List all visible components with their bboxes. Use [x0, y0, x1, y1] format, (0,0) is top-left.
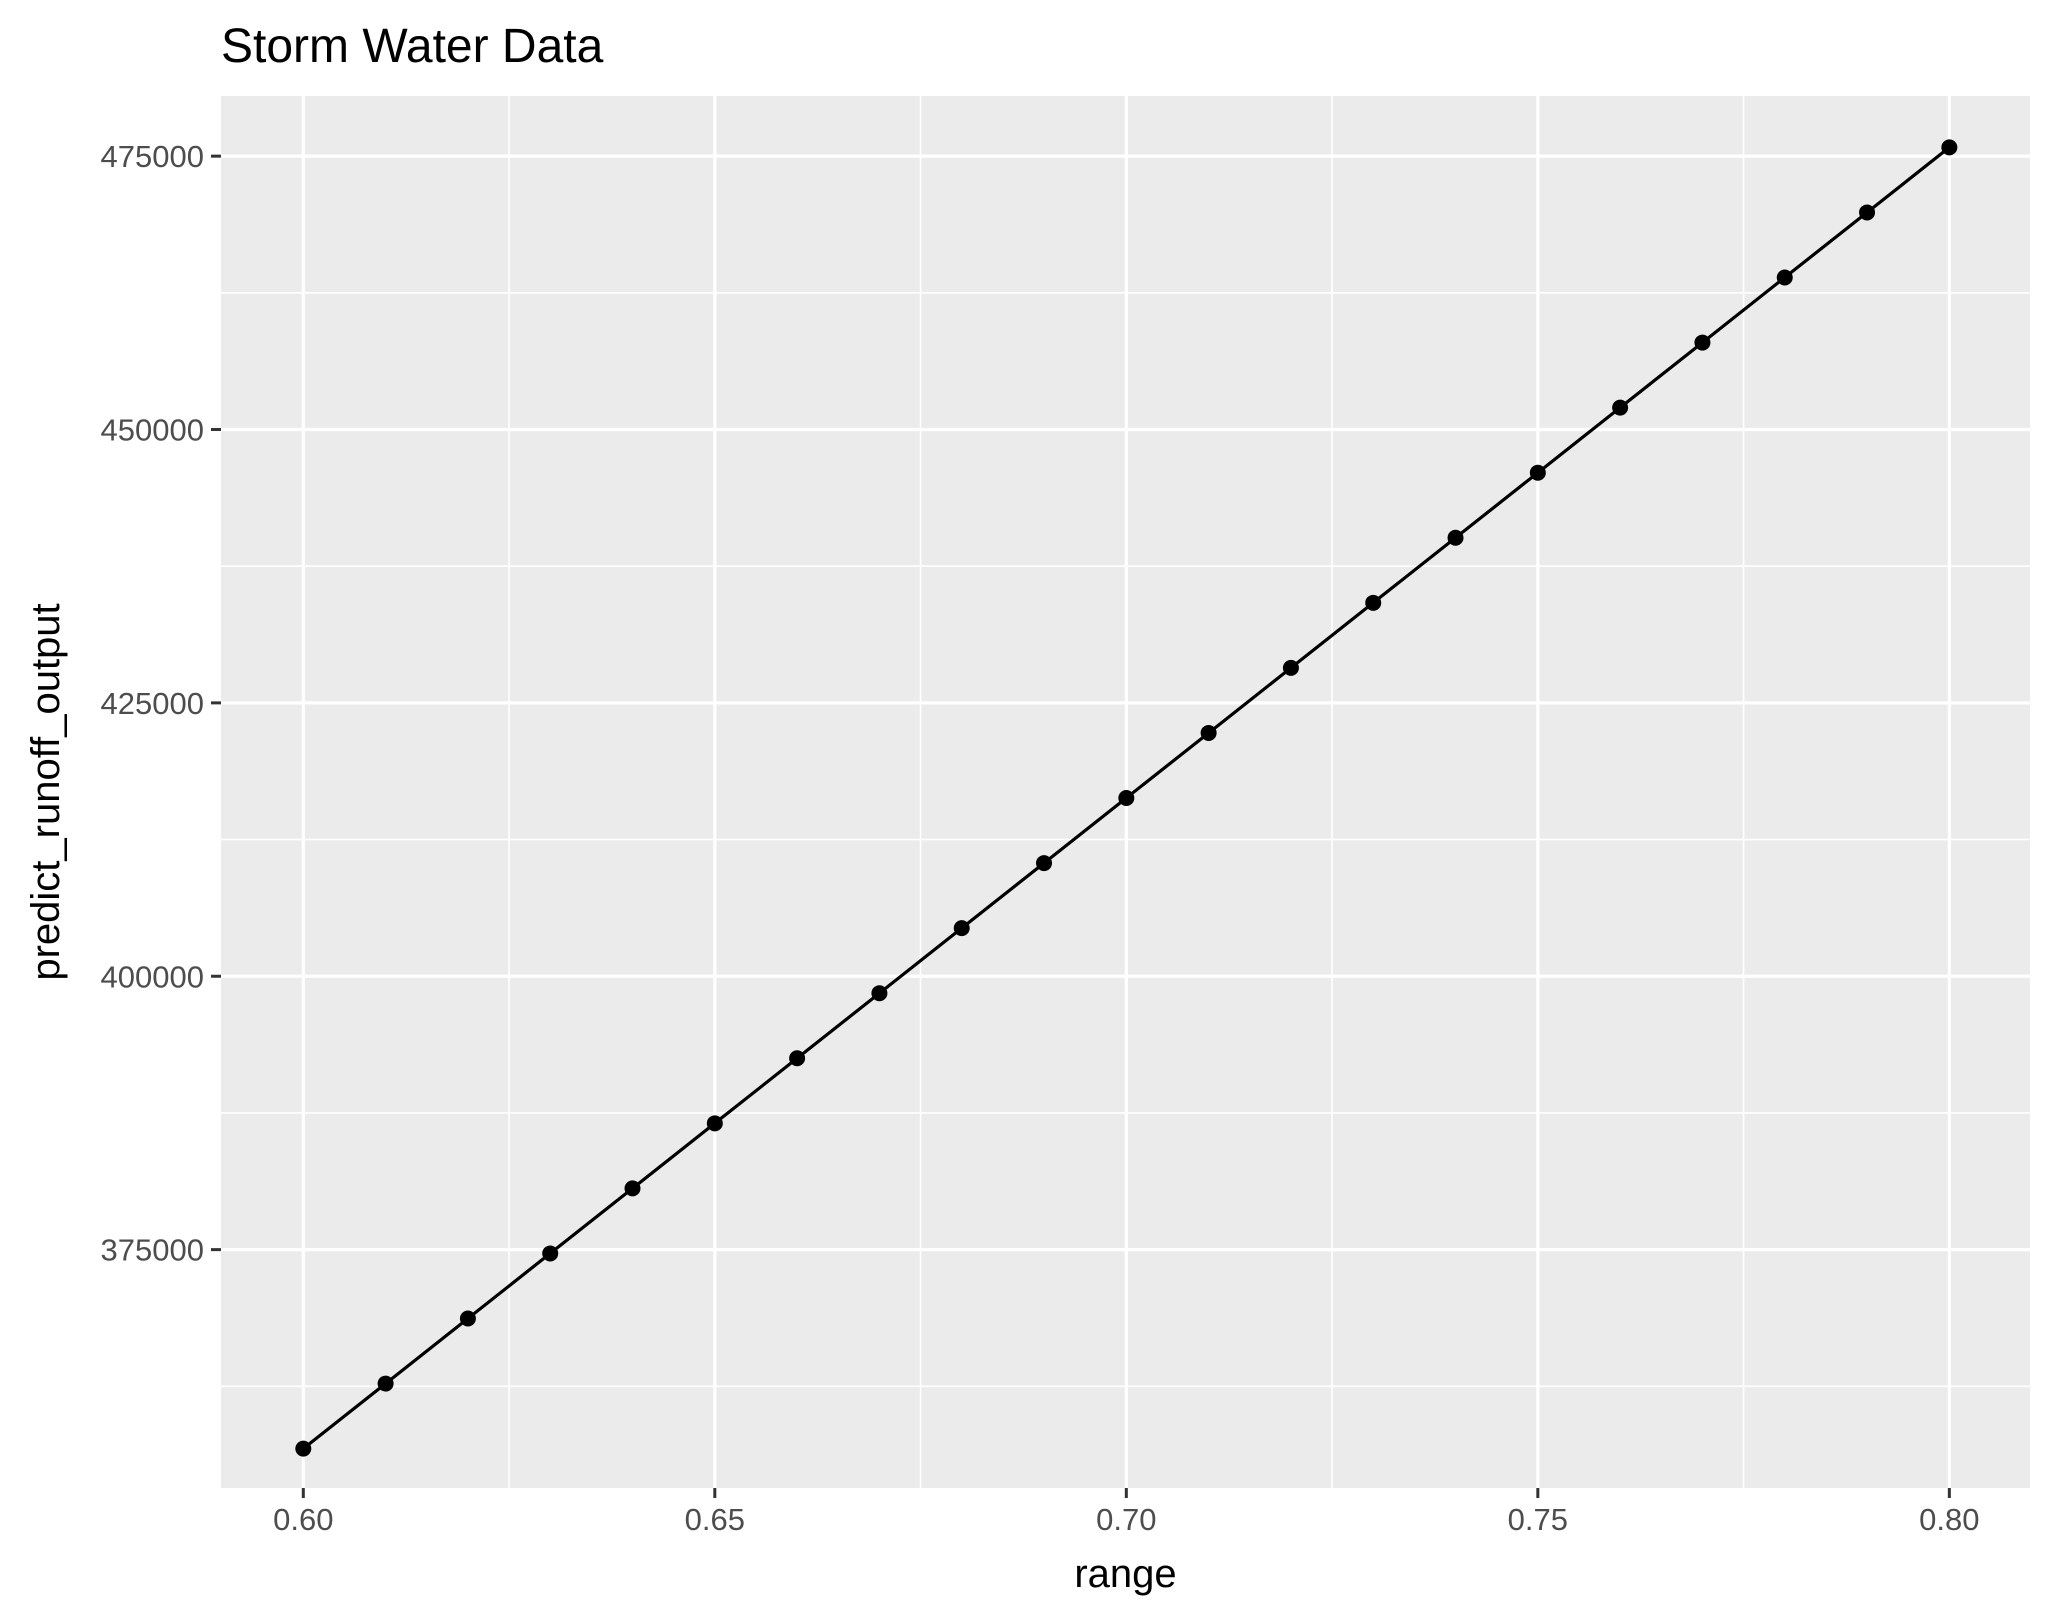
x-axis-title: range [1074, 1552, 1176, 1596]
x-tick-label: 0.70 [1096, 1502, 1156, 1537]
x-tick-label: 0.60 [273, 1502, 333, 1537]
data-point [789, 1050, 806, 1067]
data-point [1941, 139, 1958, 156]
data-point [1447, 529, 1464, 546]
x-tick-label: 0.80 [1919, 1502, 1979, 1537]
data-point [1200, 724, 1217, 741]
y-tick-label: 425000 [101, 686, 204, 721]
data-point [1036, 855, 1053, 872]
y-tick-label: 450000 [101, 413, 204, 448]
y-tick-label: 400000 [101, 959, 204, 994]
data-point [377, 1375, 394, 1392]
chart-title: Storm Water Data [221, 20, 604, 73]
y-tick-label: 375000 [101, 1233, 204, 1268]
data-point [1118, 790, 1135, 807]
data-point [1694, 334, 1711, 351]
data-point [706, 1115, 723, 1132]
data-point [1529, 464, 1546, 481]
data-point [1282, 659, 1299, 676]
major-gridlines [221, 96, 2030, 1488]
data-point [871, 985, 888, 1002]
x-tick-label: 0.65 [685, 1502, 745, 1537]
data-point [624, 1180, 641, 1197]
data-point [1776, 269, 1793, 286]
series-layer [295, 139, 1958, 1457]
x-tick-label: 0.75 [1508, 1502, 1568, 1537]
y-tick-label: 475000 [101, 139, 204, 174]
data-point [953, 920, 970, 937]
data-point [542, 1245, 559, 1262]
data-point [459, 1310, 476, 1327]
y-axis: 375000 400000 425000 450000 475000 [101, 139, 221, 1268]
data-point [1612, 399, 1629, 416]
y-axis-title: predict_runoff_output [24, 603, 68, 980]
data-point [1859, 204, 1876, 221]
data-point [295, 1440, 312, 1457]
x-axis: 0.60 0.65 0.70 0.75 0.80 [273, 1488, 1980, 1537]
data-point [1365, 594, 1382, 611]
